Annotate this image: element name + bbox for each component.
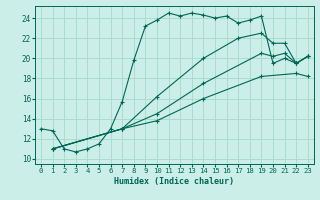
X-axis label: Humidex (Indice chaleur): Humidex (Indice chaleur) <box>115 177 235 186</box>
